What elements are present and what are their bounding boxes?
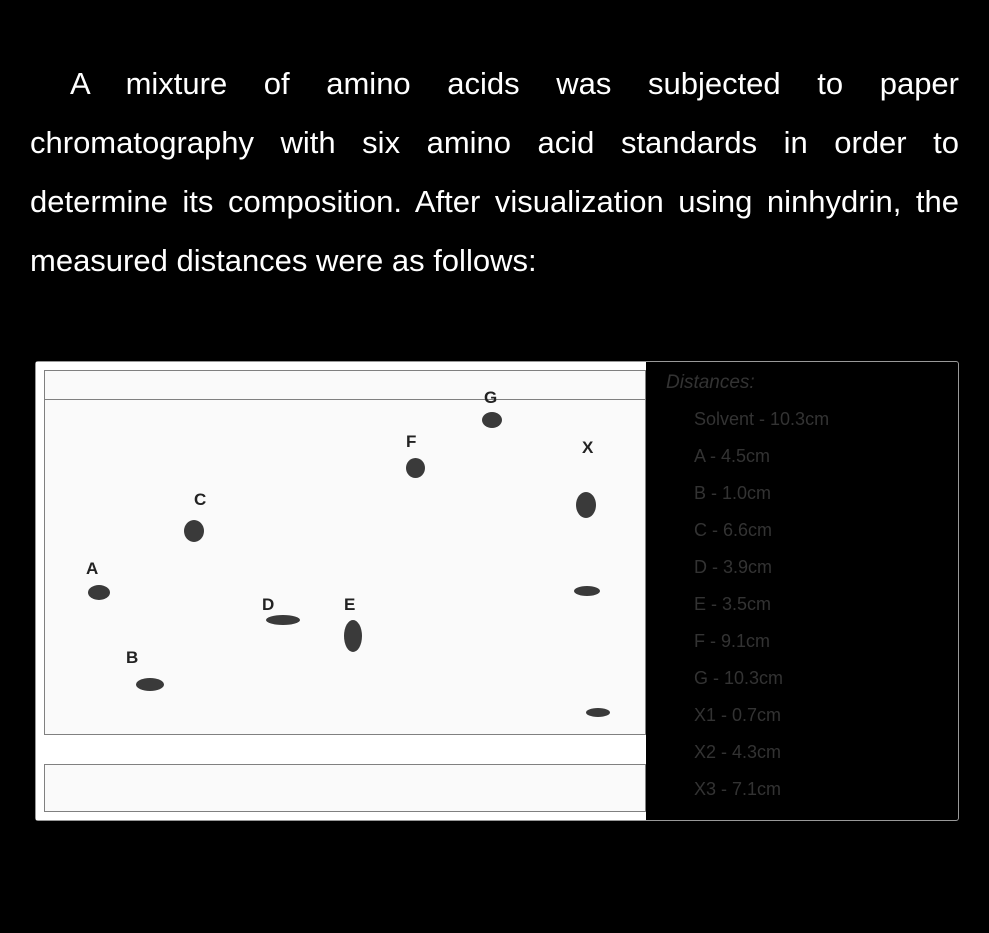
- distance-b: B - 1.0cm: [666, 483, 948, 504]
- spot-f: [406, 458, 425, 478]
- label-x: X: [582, 438, 593, 458]
- solvent-front-box: [44, 370, 646, 400]
- label-f: F: [406, 432, 416, 452]
- distance-x1: X1 - 0.7cm: [666, 705, 948, 726]
- distance-e: E - 3.5cm: [666, 594, 948, 615]
- distance-c: C - 6.6cm: [666, 520, 948, 541]
- distance-x2: X2 - 4.3cm: [666, 742, 948, 763]
- spot-d: [266, 615, 300, 625]
- distances-panel: Distances: Solvent - 10.3cm A - 4.5cm B …: [646, 362, 958, 820]
- chromatogram-main-box: [44, 370, 646, 735]
- label-b: B: [126, 648, 138, 668]
- question-body: A mixture of amino acids was subjected t…: [30, 66, 959, 278]
- label-e: E: [344, 595, 355, 615]
- distance-g: G - 10.3cm: [666, 668, 948, 689]
- distance-f: F - 9.1cm: [666, 631, 948, 652]
- figure-container: A B C D E F G X Distances: Solvent - 10.…: [35, 361, 959, 821]
- label-d: D: [262, 595, 274, 615]
- distances-title: Distances:: [666, 372, 948, 394]
- distance-d: D - 3.9cm: [666, 557, 948, 578]
- spot-c: [184, 520, 204, 542]
- spot-a: [88, 585, 110, 600]
- chromatogram: A B C D E F G X: [44, 370, 646, 812]
- chromatogram-panel: A B C D E F G X: [36, 362, 646, 820]
- spot-x1: [586, 708, 610, 717]
- spot-b: [136, 678, 164, 691]
- spot-x2: [574, 586, 600, 596]
- origin-box: [44, 764, 646, 812]
- label-c: C: [194, 490, 206, 510]
- label-a: A: [86, 559, 98, 579]
- distance-x3: X3 - 7.1cm: [666, 779, 948, 800]
- spot-e: [344, 620, 362, 652]
- spot-x3: [576, 492, 596, 518]
- label-g: G: [484, 388, 497, 408]
- distance-a: A - 4.5cm: [666, 446, 948, 467]
- distance-solvent: Solvent - 10.3cm: [666, 409, 948, 430]
- question-text: A mixture of amino acids was subjected t…: [0, 0, 989, 291]
- spot-g: [482, 412, 502, 428]
